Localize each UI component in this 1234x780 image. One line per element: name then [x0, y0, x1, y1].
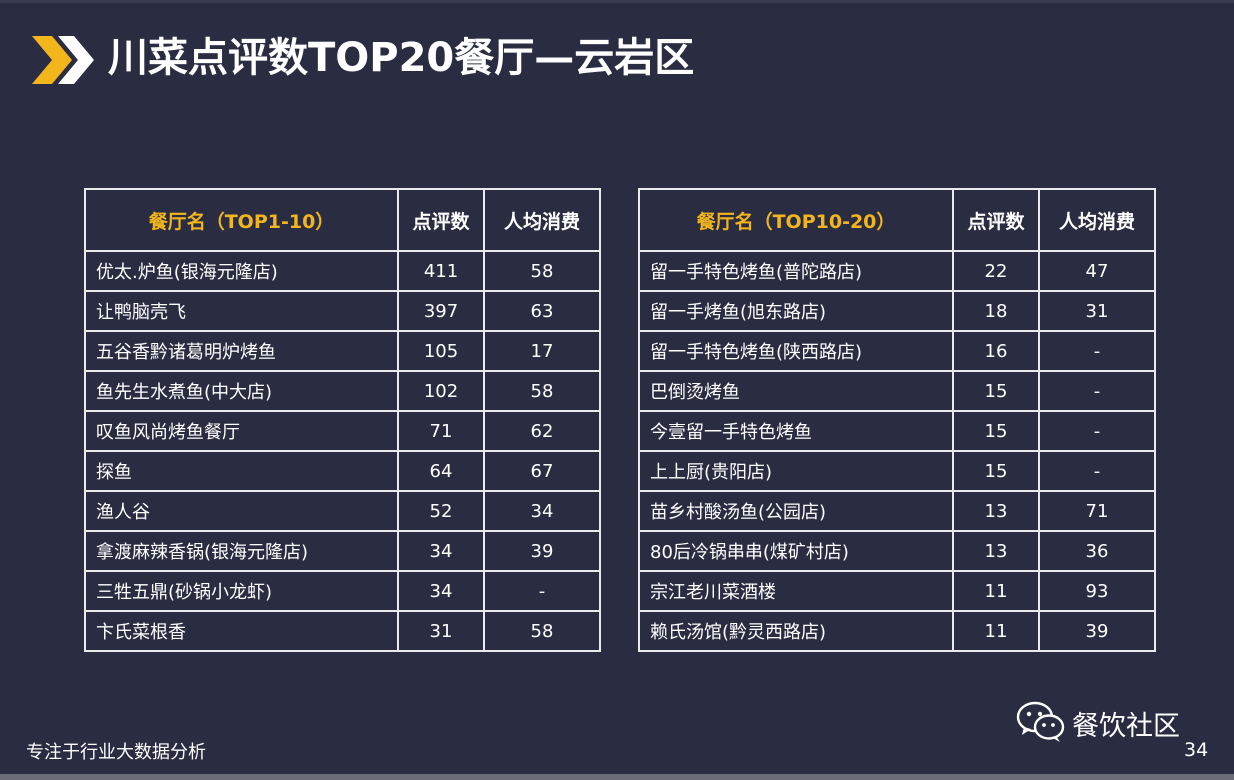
review-count-cell: 34	[397, 530, 485, 572]
bottom-strip	[0, 774, 1234, 780]
restaurant-name-cell: 上上厨(贵阳店)	[638, 450, 954, 492]
avg-spend-cell: -	[483, 570, 601, 612]
restaurant-name-cell: 宗江老川菜酒楼	[638, 570, 954, 612]
avg-spend-cell: 36	[1038, 530, 1156, 572]
avg-spend-cell: 39	[1038, 610, 1156, 652]
table-row: 宗江老川菜酒楼 11 93	[638, 570, 1156, 612]
footer-tagline: 专注于行业大数据分析	[26, 742, 206, 763]
restaurant-name-cell: 今壹留一手特色烤鱼	[638, 410, 954, 452]
avg-spend-cell: 58	[483, 250, 601, 292]
table-row: 渔人谷 52 34	[84, 490, 601, 532]
restaurant-name-cell: 三牲五鼎(砂锅小龙虾)	[84, 570, 399, 612]
restaurant-name-cell: 渔人谷	[84, 490, 399, 532]
restaurant-name-cell: 卞氏菜根香	[84, 610, 399, 652]
review-count-cell: 64	[397, 450, 485, 492]
table-row: 五谷香黔诸葛明炉烤鱼 105 17	[84, 330, 601, 372]
review-count-cell: 34	[397, 570, 485, 612]
chevron-arrows-icon	[32, 36, 94, 84]
restaurant-name-cell: 赖氏汤馆(黔灵西路店)	[638, 610, 954, 652]
avg-spend-cell: -	[1038, 330, 1156, 372]
restaurant-name-cell: 叹鱼风尚烤鱼餐厅	[84, 410, 399, 452]
page-number: 34	[1184, 739, 1209, 761]
header-review-count: 点评数	[397, 188, 485, 252]
top-strip	[0, 0, 1234, 3]
review-count-cell: 31	[397, 610, 485, 652]
avg-spend-cell: 34	[483, 490, 601, 532]
restaurant-name-cell: 留一手特色烤鱼(陕西路店)	[638, 330, 954, 372]
restaurant-name-cell: 拿渡麻辣香锅(银海元隆店)	[84, 530, 399, 572]
restaurant-name-cell: 留一手特色烤鱼(普陀路店)	[638, 250, 954, 292]
table-row: 今壹留一手特色烤鱼 15-	[638, 410, 1156, 452]
avg-spend-cell: -	[1038, 410, 1156, 452]
restaurant-name-cell: 优太.炉鱼(银海元隆店)	[84, 250, 399, 292]
avg-spend-cell: 31	[1038, 290, 1156, 332]
review-count-cell: 13	[952, 530, 1040, 572]
avg-spend-cell: 47	[1038, 250, 1156, 292]
restaurant-name-cell: 让鸭脑壳飞	[84, 290, 399, 332]
avg-spend-cell: 93	[1038, 570, 1156, 612]
restaurant-name-cell: 苗乡村酸汤鱼(公园店)	[638, 490, 954, 532]
review-count-cell: 397	[397, 290, 485, 332]
table-row: 80后冷锅串串(煤矿村店) 13 36	[638, 530, 1156, 572]
table-row: 上上厨(贵阳店) 15-	[638, 450, 1156, 492]
avg-spend-cell: 62	[483, 410, 601, 452]
table-row: 鱼先生水煮鱼(中大店) 102 58	[84, 370, 601, 412]
review-count-cell: 52	[397, 490, 485, 532]
wechat-icon	[1016, 701, 1065, 742]
review-count-cell: 105	[397, 330, 485, 372]
review-count-cell: 71	[397, 410, 485, 452]
review-count-cell: 22	[952, 250, 1040, 292]
avg-spend-cell: -	[1038, 450, 1156, 492]
table-top1-10: 餐厅名（TOP1-10） 点评数 人均消费 优太.炉鱼(银海元隆店) 411 58 让…	[84, 188, 601, 652]
table-row: 赖氏汤馆(黔灵西路店) 11 39	[638, 610, 1156, 652]
table-row: 卞氏菜根香 31 58	[84, 610, 601, 652]
avg-spend-cell: 58	[483, 370, 601, 412]
avg-spend-cell: 63	[483, 290, 601, 332]
table-header-row: 餐厅名（TOP1-10） 点评数 人均消费	[84, 188, 601, 252]
table-top10-20: 餐厅名（TOP10-20） 点评数 人均消费 留一手特色烤鱼(普陀路店) 22 47…	[638, 188, 1156, 652]
brand-name: 餐饮社区	[1072, 711, 1180, 742]
restaurant-name-cell: 五谷香黔诸葛明炉烤鱼	[84, 330, 399, 372]
table-header-row: 餐厅名（TOP10-20） 点评数 人均消费	[638, 188, 1156, 252]
avg-spend-cell: 67	[483, 450, 601, 492]
table-row: 探鱼 64 67	[84, 450, 601, 492]
avg-spend-cell: 17	[483, 330, 601, 372]
review-count-cell: 102	[397, 370, 485, 412]
review-count-cell: 15	[952, 370, 1040, 412]
table-row: 留一手特色烤鱼(普陀路店) 22 47	[638, 250, 1156, 292]
avg-spend-cell: 71	[1038, 490, 1156, 532]
restaurant-name-cell: 鱼先生水煮鱼(中大店)	[84, 370, 399, 412]
avg-spend-cell: 39	[483, 530, 601, 572]
review-count-cell: 411	[397, 250, 485, 292]
review-count-cell: 13	[952, 490, 1040, 532]
table-row: 巴倒烫烤鱼 15-	[638, 370, 1156, 412]
page-title: 川菜点评数TOP20餐厅—云岩区	[108, 35, 695, 81]
table-row: 苗乡村酸汤鱼(公园店) 13 71	[638, 490, 1156, 532]
table-row: 让鸭脑壳飞 397 63	[84, 290, 601, 332]
header-restaurant-name: 餐厅名（TOP1-10）	[84, 188, 399, 252]
header-avg-spend: 人均消费	[483, 188, 601, 252]
restaurant-name-cell: 探鱼	[84, 450, 399, 492]
review-count-cell: 11	[952, 570, 1040, 612]
table-row: 留一手特色烤鱼(陕西路店) 16-	[638, 330, 1156, 372]
review-count-cell: 16	[952, 330, 1040, 372]
restaurant-name-cell: 巴倒烫烤鱼	[638, 370, 954, 412]
header-review-count: 点评数	[952, 188, 1040, 252]
restaurant-name-cell: 留一手烤鱼(旭东路店)	[638, 290, 954, 332]
header-restaurant-name: 餐厅名（TOP10-20）	[638, 188, 954, 252]
table-row: 叹鱼风尚烤鱼餐厅 71 62	[84, 410, 601, 452]
restaurant-name-cell: 80后冷锅串串(煤矿村店)	[638, 530, 954, 572]
table-row: 留一手烤鱼(旭东路店) 18 31	[638, 290, 1156, 332]
table-row: 三牲五鼎(砂锅小龙虾) 34-	[84, 570, 601, 612]
review-count-cell: 15	[952, 410, 1040, 452]
review-count-cell: 18	[952, 290, 1040, 332]
review-count-cell: 15	[952, 450, 1040, 492]
avg-spend-cell: -	[1038, 370, 1156, 412]
header-avg-spend: 人均消费	[1038, 188, 1156, 252]
table-row: 优太.炉鱼(银海元隆店) 411 58	[84, 250, 601, 292]
table-row: 拿渡麻辣香锅(银海元隆店) 34 39	[84, 530, 601, 572]
review-count-cell: 11	[952, 610, 1040, 652]
avg-spend-cell: 58	[483, 610, 601, 652]
